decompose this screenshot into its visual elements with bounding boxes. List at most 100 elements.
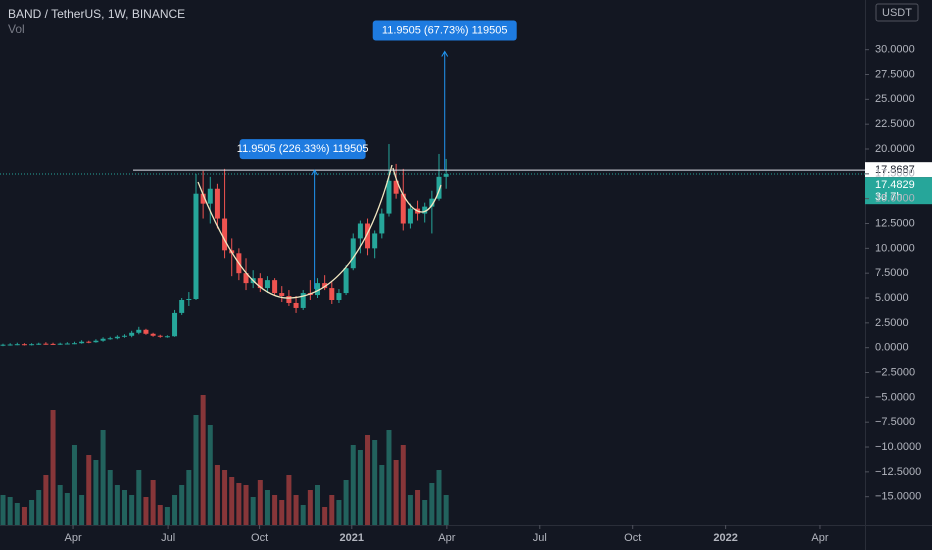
y-tick-label: −10.0000 xyxy=(875,441,921,453)
candle-body xyxy=(136,329,142,333)
candle-body xyxy=(114,336,120,339)
candle-body xyxy=(7,344,13,346)
volume-bar xyxy=(79,495,85,525)
measure-label: 11.9505 (67.73%) 119505 xyxy=(382,24,508,36)
countdown-label: 3d 7h xyxy=(875,191,903,203)
volume-bar xyxy=(50,410,56,525)
measure-label: 11.9505 (226.33%) 119505 xyxy=(237,143,369,155)
y-tick-label: 25.0000 xyxy=(875,93,915,105)
volume-bar xyxy=(179,485,185,525)
y-tick-label: 7.5000 xyxy=(875,267,909,279)
candle-body xyxy=(64,343,70,345)
candle-body xyxy=(21,344,27,346)
candle-body xyxy=(386,180,392,214)
candle-body xyxy=(179,300,185,313)
x-tick-label: Apr xyxy=(64,532,81,544)
volume-bar xyxy=(314,485,320,525)
volume-pane xyxy=(0,395,449,525)
volume-bar xyxy=(214,465,220,525)
volume-bar xyxy=(64,493,70,525)
x-tick-label: Jul xyxy=(533,532,547,544)
x-tick-label: Oct xyxy=(624,532,641,544)
volume-bar xyxy=(36,490,42,525)
y-tick-label: 12.5000 xyxy=(875,217,915,229)
volume-bar xyxy=(86,455,92,525)
candle-body xyxy=(336,293,342,300)
candle-body xyxy=(372,233,378,249)
candle-body xyxy=(300,293,306,308)
volume-bar xyxy=(29,500,35,525)
measure-arrowhead xyxy=(311,169,319,176)
y-tick-label: 27.5000 xyxy=(875,68,915,80)
candle-body xyxy=(436,176,442,199)
volume-bar xyxy=(0,495,6,525)
currency-box[interactable] xyxy=(875,3,919,22)
currency: USDT xyxy=(882,7,912,19)
volume-bar xyxy=(93,460,99,525)
y-tick-label: 10.0000 xyxy=(875,242,915,254)
volume-bar xyxy=(122,490,128,525)
candle-body xyxy=(214,188,220,219)
measure-arrowhead xyxy=(441,50,449,57)
candle-body xyxy=(443,174,449,177)
volume-bar xyxy=(207,425,213,525)
volume-bar xyxy=(264,490,270,525)
volume-bar xyxy=(172,495,178,525)
candle-body xyxy=(43,343,49,345)
volume-bar xyxy=(300,505,306,525)
y-tick-label: 20.0000 xyxy=(875,143,915,155)
candle-body xyxy=(71,343,77,345)
volume-bar xyxy=(157,505,163,525)
y-tick-label: 30.0000 xyxy=(875,44,915,56)
volume-bar xyxy=(400,445,406,525)
candle-body xyxy=(357,223,363,239)
cup-drawing xyxy=(197,164,442,299)
y-tick-label: 17.5000 xyxy=(875,168,915,180)
volume-bar xyxy=(329,495,335,525)
candle-body xyxy=(93,340,99,343)
candle-body xyxy=(143,329,149,334)
volume-bar xyxy=(14,503,20,525)
volume-bar xyxy=(422,500,428,525)
volume-bar xyxy=(200,395,206,525)
candle-body xyxy=(100,338,106,341)
candle-body xyxy=(272,280,278,294)
candle-body xyxy=(422,206,428,214)
volume-bar xyxy=(243,485,249,525)
volume-bar xyxy=(272,495,278,525)
candle-body xyxy=(29,344,35,346)
candle-body xyxy=(257,278,263,289)
candle-body xyxy=(79,341,85,344)
x-tick-label: Jul xyxy=(161,532,175,544)
y-tick-label: 22.5000 xyxy=(875,118,915,130)
candle-body xyxy=(122,335,128,337)
volume-bar xyxy=(71,445,77,525)
volume-bar xyxy=(236,483,242,525)
volume-bar xyxy=(307,490,313,525)
last-price-label: 17.4829 xyxy=(875,179,915,191)
candle-body xyxy=(86,341,92,343)
horizontal-line-label: 17.8687 xyxy=(875,164,915,176)
volume-bar xyxy=(322,507,328,525)
y-tick-label: 0.0000 xyxy=(875,342,909,354)
measure-label-box xyxy=(239,139,366,160)
candle-body xyxy=(286,296,292,303)
last-price-tag xyxy=(865,177,932,205)
volume-bar xyxy=(386,430,392,525)
volume-bar xyxy=(193,415,199,525)
candle-body xyxy=(314,283,320,296)
volume-bar xyxy=(343,480,349,525)
volume-bar xyxy=(150,480,156,525)
volume-bar xyxy=(57,485,63,525)
candle-body xyxy=(350,238,356,269)
candle-body xyxy=(329,288,335,300)
candle-body xyxy=(400,193,406,224)
candle-body xyxy=(393,180,399,194)
candle-body xyxy=(193,193,199,300)
candle-body xyxy=(14,344,20,346)
volume-bar xyxy=(407,495,413,525)
candle-body xyxy=(264,280,270,289)
candle-body xyxy=(407,208,413,224)
